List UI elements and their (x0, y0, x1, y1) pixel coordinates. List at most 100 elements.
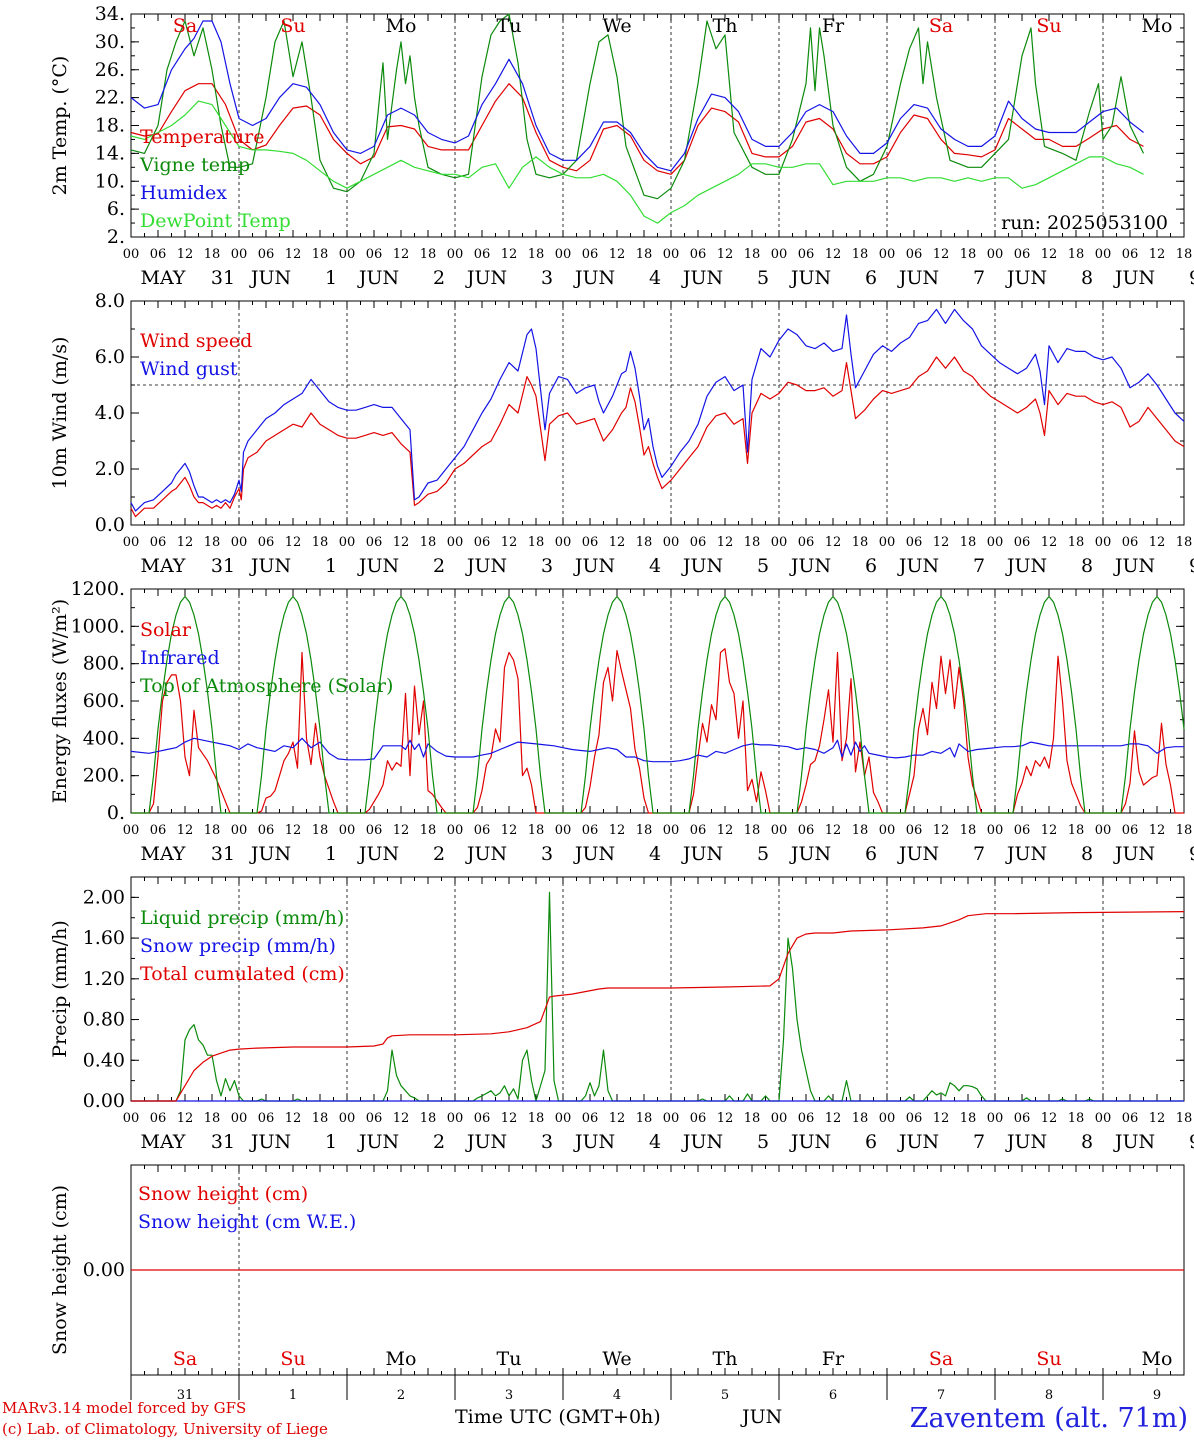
month-label: JUN (249, 267, 291, 289)
hour-label: 12 (1041, 535, 1058, 550)
hour-label: 12 (393, 1111, 410, 1126)
day-abbrev: Su (280, 15, 305, 37)
month-label: JUN (897, 1131, 939, 1153)
y-tick-label: 26. (95, 59, 125, 81)
legend-entry: Solar (140, 619, 192, 641)
hour-label: 18 (960, 1111, 977, 1126)
month-label: JUN (789, 555, 831, 577)
day-abbrev: Tu (497, 15, 522, 37)
month-label: JUN (357, 843, 399, 865)
hour-label: 00 (447, 247, 464, 262)
hour-label: 18 (312, 1111, 329, 1126)
hour-label: 12 (1149, 1111, 1166, 1126)
y-tick-label: 30. (95, 31, 125, 53)
hour-label: 00 (447, 1111, 464, 1126)
date-label: 31 (211, 1131, 235, 1153)
hour-label: 06 (366, 247, 383, 262)
month-label: JUN (573, 555, 615, 577)
legend-entry: Wind gust (140, 358, 238, 380)
date-label: 6 (865, 843, 877, 865)
hour-label: 12 (717, 1111, 734, 1126)
hour-label: 18 (528, 535, 545, 550)
hour-label: 00 (123, 535, 140, 550)
date-label: 1 (325, 843, 337, 865)
hour-label: 12 (933, 535, 950, 550)
date-label: 3 (541, 1131, 553, 1153)
legend-entry: Vigne temp (139, 154, 250, 176)
month-label: JUN (1113, 267, 1155, 289)
hour-label: 00 (879, 247, 896, 262)
hour-label: 12 (825, 535, 842, 550)
day-abbrev: Tu (497, 1348, 522, 1370)
y-tick-label: 10. (95, 170, 125, 192)
y-tick-label: 0.0 (95, 514, 125, 536)
month-label: MAY (141, 267, 186, 289)
month-label: JUN (465, 843, 507, 865)
date-label: 3 (541, 843, 553, 865)
hour-label: 06 (582, 247, 599, 262)
lab-credit: (c) Lab. of Climatology, University of L… (2, 1420, 328, 1438)
month-label: JUN (789, 1131, 831, 1153)
panel-1: 2. 6. 10. 14. 18. 22. 26. 30. 34. 2m Temp. (°C) Te… (49, 3, 1194, 289)
hour-label: 18 (528, 1111, 545, 1126)
date-label: 31 (211, 267, 235, 289)
hour-label: 12 (1041, 247, 1058, 262)
hour-label: 18 (312, 535, 329, 550)
plot-frame (130, 588, 1185, 814)
hour-label: 00 (339, 1111, 356, 1126)
date-label: 5 (757, 267, 769, 289)
hour-label: 18 (636, 1111, 653, 1126)
series-line-total-cumulated-cm- (131, 911, 1185, 1102)
hour-label: 06 (798, 1111, 815, 1126)
hour-label: 06 (258, 247, 275, 262)
month-label: JUN (465, 1131, 507, 1153)
y-tick-label: 200. (83, 765, 125, 787)
hour-label: 06 (258, 535, 275, 550)
hour-label: 00 (987, 535, 1004, 550)
hour-label: 00 (231, 1111, 248, 1126)
y-tick-label: 600. (83, 690, 125, 712)
hour-label: 06 (582, 1111, 599, 1126)
hour-label: 06 (474, 535, 491, 550)
hour-label: 00 (1095, 1111, 1112, 1126)
hour-label: 06 (1122, 535, 1139, 550)
day-abbrev: Fr (822, 1348, 845, 1370)
hour-label: 12 (717, 823, 734, 838)
y-tick-label: 34. (95, 3, 125, 25)
date-label: 9 (1189, 555, 1194, 577)
legend-entry: Wind speed (140, 330, 252, 352)
date-label: 7 (973, 555, 985, 577)
hour-label: 12 (933, 1111, 950, 1126)
hour-label: 00 (663, 823, 680, 838)
hour-label: 18 (960, 535, 977, 550)
day-abbrev: Mo (1142, 15, 1173, 37)
month-label: JUN (357, 267, 399, 289)
hour-label: 18 (852, 823, 869, 838)
hour-label: 18 (420, 823, 437, 838)
day-abbrev: Mo (386, 1348, 417, 1370)
date-label: 4 (649, 1131, 661, 1153)
legend-entry: Top of Atmosphere (Solar) (140, 675, 393, 697)
month-label: JUN (681, 843, 723, 865)
date-label: 3 (541, 267, 553, 289)
date-label: 9 (1189, 1131, 1194, 1153)
y-tick-label: 0.00 (83, 1259, 125, 1281)
hour-label: 18 (204, 823, 221, 838)
hour-label: 00 (987, 1111, 1004, 1126)
date-label: 7 (973, 1131, 985, 1153)
date-label: 8 (1081, 267, 1093, 289)
hour-label: 12 (1041, 1111, 1058, 1126)
hour-label: 18 (960, 247, 977, 262)
series-line-top-of-atmosphere-solar- (131, 595, 1185, 814)
y-tick-label: 22. (95, 87, 125, 109)
series-line-temperature (130, 83, 1144, 175)
panel-2: 0.0 2.0 4.0 6.0 8.0 10m Wind (m/s) Wind speed W… (49, 290, 1194, 577)
hour-label: 00 (555, 1111, 572, 1126)
hour-label: 00 (339, 823, 356, 838)
month-label: JUN (1005, 555, 1047, 577)
hour-label: 18 (1176, 535, 1193, 550)
hour-label: 18 (636, 247, 653, 262)
date-label: 2 (433, 555, 445, 577)
hour-label: 00 (555, 823, 572, 838)
hour-label: 06 (366, 1111, 383, 1126)
